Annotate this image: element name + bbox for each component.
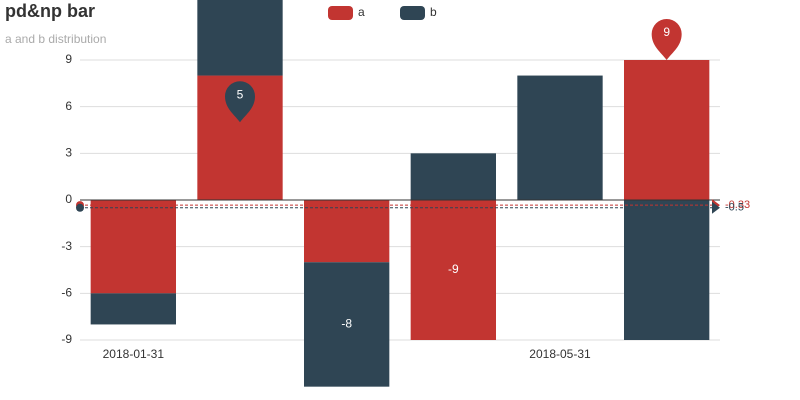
average-line-label: -0.5 [725,202,744,214]
y-tick-label: 0 [65,192,72,206]
legend-label: b [430,5,437,19]
y-tick-label: -6 [61,286,72,300]
bar [410,153,496,200]
y-tick-label: -9 [61,332,72,346]
y-tick-label: -3 [61,239,72,253]
mark-point [651,19,682,60]
bar [90,200,176,294]
bar [410,200,496,340]
bar [304,262,390,387]
average-line-arrow [712,201,720,214]
chart-title: pd&np bar [5,1,95,21]
bar [304,200,390,263]
legend-label: a [358,5,365,19]
legend-swatch [328,6,353,20]
bar [90,293,176,325]
bar [624,60,710,200]
bar [624,200,710,340]
mark-point-label: 5 [237,87,244,101]
mark-point [224,81,255,123]
x-tick-label: 2018-05-31 [529,347,591,361]
bar [517,75,603,200]
y-tick-label: 3 [65,146,72,160]
average-line-start [76,203,84,212]
mark-point-label: -8 [341,317,352,331]
average-line-label: -0.33 [725,199,750,211]
y-tick-label: 9 [65,52,72,66]
bar [197,0,283,76]
x-tick-label: 2018-01-31 [103,347,165,361]
mark-point-label: 9 [663,25,670,39]
mark-point-label: -9 [448,262,459,276]
legend-swatch [400,6,425,20]
y-tick-label: 6 [65,99,72,113]
chart-subtitle: a and b distribution [5,32,106,46]
